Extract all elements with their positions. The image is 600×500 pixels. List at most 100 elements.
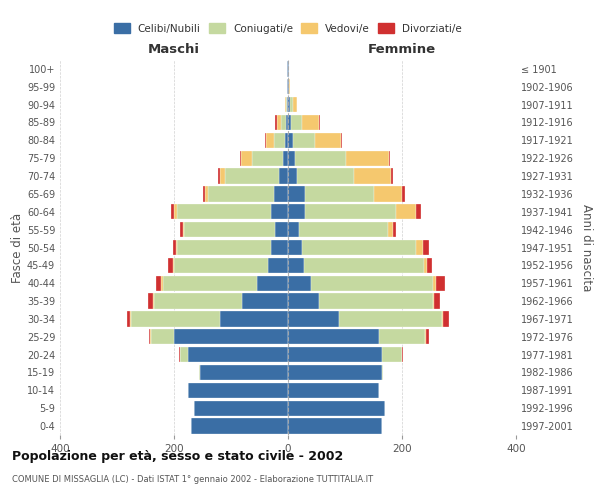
Bar bbox=[275, 115, 277, 130]
Bar bbox=[394, 222, 397, 237]
Bar bbox=[304, 258, 424, 273]
Bar bbox=[283, 150, 288, 166]
Bar bbox=[288, 400, 385, 416]
Bar bbox=[288, 258, 304, 273]
Bar bbox=[288, 204, 305, 220]
Bar bbox=[382, 365, 383, 380]
Bar bbox=[340, 312, 442, 326]
Bar bbox=[402, 186, 405, 202]
Bar bbox=[179, 347, 180, 362]
Text: Popolazione per età, sesso e stato civile - 2002: Popolazione per età, sesso e stato civil… bbox=[12, 450, 343, 463]
Bar bbox=[442, 312, 443, 326]
Bar bbox=[423, 240, 429, 255]
Bar bbox=[353, 168, 391, 184]
Bar bbox=[433, 276, 436, 291]
Bar bbox=[191, 418, 288, 434]
Text: Maschi: Maschi bbox=[148, 44, 200, 57]
Bar bbox=[205, 186, 208, 202]
Bar bbox=[265, 133, 266, 148]
Bar bbox=[188, 383, 288, 398]
Bar bbox=[302, 240, 416, 255]
Bar bbox=[156, 276, 161, 291]
Bar bbox=[287, 97, 288, 112]
Bar bbox=[277, 115, 281, 130]
Bar bbox=[402, 347, 403, 362]
Bar bbox=[200, 365, 288, 380]
Bar bbox=[173, 240, 176, 255]
Bar bbox=[257, 276, 288, 291]
Bar bbox=[289, 79, 290, 94]
Bar bbox=[180, 222, 183, 237]
Bar bbox=[174, 204, 177, 220]
Bar bbox=[148, 294, 153, 308]
Bar bbox=[284, 133, 288, 148]
Bar bbox=[290, 97, 293, 112]
Bar bbox=[288, 133, 293, 148]
Bar bbox=[199, 365, 200, 380]
Bar bbox=[150, 329, 151, 344]
Bar bbox=[416, 204, 421, 220]
Y-axis label: Fasce di età: Fasce di età bbox=[11, 212, 24, 282]
Text: COMUNE DI MISSAGLIA (LC) - Dati ISTAT 1° gennaio 2002 - Elaborazione TUTTITALIA.: COMUNE DI MISSAGLIA (LC) - Dati ISTAT 1°… bbox=[12, 475, 373, 484]
Bar bbox=[153, 294, 154, 308]
Bar bbox=[151, 329, 174, 344]
Bar bbox=[288, 150, 295, 166]
Bar bbox=[274, 133, 284, 148]
Bar bbox=[284, 97, 286, 112]
Bar bbox=[163, 276, 257, 291]
Bar bbox=[379, 329, 425, 344]
Bar bbox=[293, 133, 316, 148]
Bar bbox=[416, 240, 423, 255]
Bar bbox=[288, 115, 291, 130]
Bar bbox=[389, 150, 390, 166]
Bar bbox=[180, 347, 188, 362]
Bar bbox=[425, 329, 426, 344]
Bar bbox=[220, 168, 226, 184]
Bar bbox=[127, 312, 130, 326]
Bar bbox=[288, 97, 290, 112]
Bar bbox=[305, 204, 397, 220]
Bar bbox=[433, 294, 434, 308]
Bar bbox=[382, 347, 402, 362]
Bar bbox=[288, 383, 379, 398]
Bar bbox=[288, 168, 296, 184]
Bar bbox=[286, 115, 288, 130]
Bar bbox=[288, 418, 382, 434]
Bar bbox=[266, 133, 274, 148]
Bar bbox=[226, 168, 280, 184]
Bar bbox=[176, 240, 177, 255]
Bar bbox=[252, 150, 283, 166]
Bar bbox=[373, 186, 402, 202]
Bar bbox=[286, 97, 287, 112]
Bar bbox=[288, 222, 299, 237]
Bar bbox=[397, 204, 416, 220]
Bar bbox=[388, 222, 394, 237]
Bar bbox=[302, 115, 319, 130]
Bar bbox=[426, 329, 429, 344]
Bar bbox=[316, 133, 341, 148]
Bar bbox=[305, 186, 373, 202]
Bar bbox=[341, 133, 342, 148]
Bar bbox=[268, 258, 288, 273]
Bar bbox=[296, 168, 353, 184]
Bar bbox=[346, 150, 389, 166]
Bar bbox=[281, 115, 286, 130]
Bar bbox=[242, 294, 288, 308]
Bar bbox=[288, 365, 382, 380]
Bar bbox=[188, 347, 288, 362]
Y-axis label: Anni di nascita: Anni di nascita bbox=[580, 204, 593, 291]
Bar bbox=[203, 186, 205, 202]
Bar bbox=[149, 329, 150, 344]
Bar bbox=[391, 168, 394, 184]
Bar bbox=[131, 312, 220, 326]
Bar bbox=[271, 204, 288, 220]
Bar bbox=[275, 222, 288, 237]
Bar bbox=[177, 204, 271, 220]
Bar bbox=[218, 168, 220, 184]
Bar bbox=[288, 294, 319, 308]
Bar bbox=[194, 400, 288, 416]
Bar bbox=[434, 294, 440, 308]
Bar bbox=[168, 258, 173, 273]
Bar bbox=[288, 240, 302, 255]
Bar bbox=[293, 97, 297, 112]
